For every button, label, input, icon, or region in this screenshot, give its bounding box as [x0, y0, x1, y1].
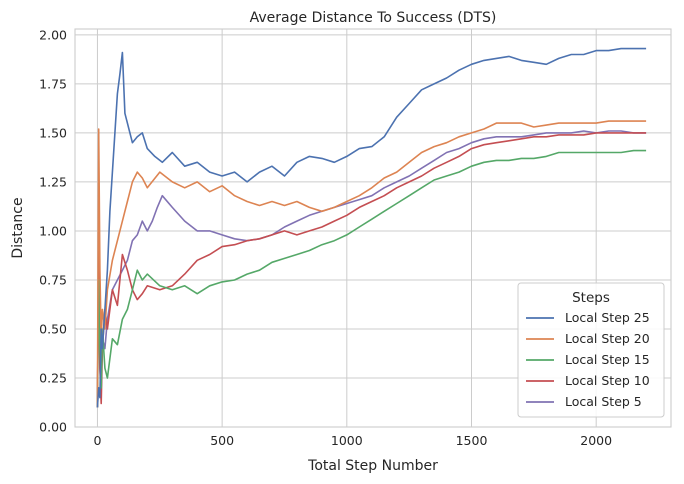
series-group — [96, 47, 647, 408]
legend-label: Local Step 5 — [565, 394, 642, 409]
y-tick-label: 0.50 — [39, 321, 67, 336]
y-tick-label: 2.00 — [39, 27, 67, 42]
legend-box — [517, 282, 665, 418]
x-ticks: 0 500 1000 1500 2000 — [93, 433, 612, 448]
legend-items: Local Step 25 Local Step 20 Local Step 15 L… — [526, 310, 650, 409]
x-tick-label: 1500 — [456, 433, 488, 448]
x-tick-label: 1000 — [331, 433, 363, 448]
y-tick-label: 1.75 — [39, 76, 67, 91]
x-axis-label: Total Step Number — [307, 458, 438, 474]
x-tick-label: 2000 — [580, 433, 612, 448]
series-line-local-step-10 — [96, 132, 647, 408]
y-tick-label: 1.25 — [39, 174, 67, 189]
series-line-local-step-25 — [96, 47, 647, 408]
y-tick-label: 0.00 — [39, 420, 67, 435]
y-tick-label: 0.75 — [39, 272, 67, 287]
plot-frame — [74, 28, 672, 428]
chart-title: Average Distance To Success (DTS) — [250, 10, 497, 26]
y-tick-label: 0.25 — [39, 370, 67, 385]
y-ticks: 0.00 0.25 0.50 0.75 1.00 1.25 1.50 1.75 2.00 — [39, 27, 67, 434]
x-tick-label: 500 — [210, 433, 234, 448]
legend-label: Local Step 15 — [565, 352, 650, 367]
legend-label: Local Step 10 — [565, 373, 650, 388]
series-line-local-step-20 — [96, 120, 647, 408]
x-tick-label: 0 — [93, 433, 101, 448]
legend-label: Local Step 20 — [565, 331, 650, 346]
y-tick-label: 1.00 — [39, 223, 67, 238]
series-line-local-step-5 — [96, 130, 647, 408]
legend-label: Local Step 25 — [565, 310, 650, 325]
y-tick-label: 1.50 — [39, 125, 67, 140]
y-axis-label: Distance — [10, 197, 26, 258]
series-line-local-step-15 — [96, 149, 647, 408]
legend-title: Steps — [572, 290, 610, 306]
